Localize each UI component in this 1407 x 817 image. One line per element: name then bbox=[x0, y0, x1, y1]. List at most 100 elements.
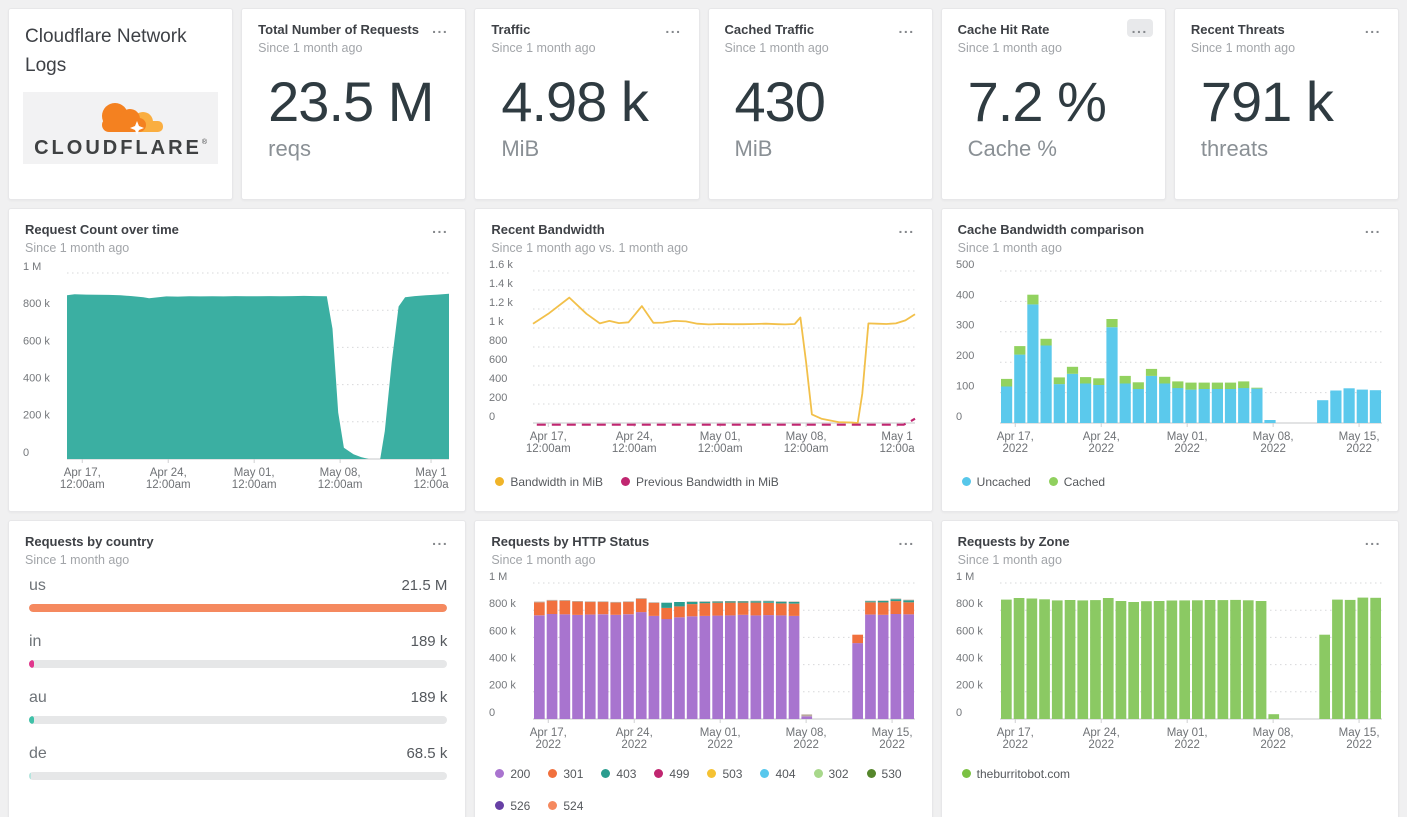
svg-text:600: 600 bbox=[489, 353, 507, 365]
dashboard-title: Cloudflare Network Logs bbox=[25, 26, 187, 76]
svg-text:May 08,: May 08, bbox=[1252, 727, 1293, 739]
stat-unit: threats bbox=[1200, 136, 1269, 162]
legend-color-dot bbox=[961, 477, 971, 487]
panel-subtitle: Since 1 month ago bbox=[25, 240, 130, 255]
svg-text:May 01,: May 01, bbox=[700, 431, 741, 443]
svg-text:Apr 24,: Apr 24, bbox=[616, 431, 653, 443]
panel-menu-icon[interactable]: ... bbox=[1364, 532, 1381, 548]
svg-text:12:00am: 12:00am bbox=[698, 443, 743, 455]
panel-menu-icon[interactable]: ... bbox=[898, 532, 915, 548]
svg-text:1 k: 1 k bbox=[489, 315, 504, 327]
svg-text:May 08,: May 08, bbox=[1252, 431, 1293, 443]
legend-label: 302 bbox=[828, 766, 849, 781]
legend-label: Cached bbox=[1063, 474, 1106, 489]
panel-menu-icon[interactable]: ... bbox=[898, 220, 915, 236]
country-value: 68.5 k bbox=[406, 744, 448, 762]
legend-item[interactable]: 503 bbox=[707, 767, 742, 781]
svg-text:0: 0 bbox=[489, 410, 495, 422]
panel-menu-icon[interactable]: ... bbox=[432, 532, 449, 548]
svg-text:600 k: 600 k bbox=[956, 625, 983, 637]
panel-menu-icon[interactable]: ... bbox=[665, 20, 682, 36]
svg-text:Apr 17,: Apr 17, bbox=[530, 727, 567, 739]
stat-unit: Cache % bbox=[967, 136, 1057, 162]
svg-text:2022: 2022 bbox=[1346, 739, 1372, 751]
country-code: us bbox=[29, 576, 46, 594]
panel-menu-icon[interactable]: ... bbox=[432, 220, 449, 236]
svg-text:2022: 2022 bbox=[794, 739, 820, 751]
svg-text:Apr 17,: Apr 17, bbox=[530, 431, 567, 443]
legend-item[interactable]: 530 bbox=[866, 767, 902, 781]
panel-subtitle: Since 1 month ago bbox=[957, 240, 1062, 255]
cloudflare-cloud-icon bbox=[101, 102, 163, 135]
svg-text:2022: 2022 bbox=[1346, 443, 1372, 455]
svg-text:0: 0 bbox=[956, 706, 962, 718]
stat-value: 7.2 % bbox=[967, 69, 1107, 133]
stat-value: 430 bbox=[734, 69, 826, 133]
svg-text:2022: 2022 bbox=[1260, 443, 1286, 455]
legend-color-dot bbox=[495, 477, 505, 487]
panel-title: Recent Bandwidth bbox=[491, 222, 605, 237]
panel-menu-icon[interactable]: ... bbox=[898, 20, 915, 36]
svg-text:2022: 2022 bbox=[708, 739, 734, 751]
svg-text:200 k: 200 k bbox=[23, 409, 50, 421]
panel-menu-icon[interactable]: ... bbox=[432, 20, 449, 36]
svg-text:800 k: 800 k bbox=[23, 298, 50, 310]
svg-text:2022: 2022 bbox=[1002, 443, 1028, 455]
legend-item[interactable]: 524 bbox=[548, 799, 583, 813]
panel-requests-by-country: Requests by country Since 1 month ago ..… bbox=[8, 520, 467, 817]
legend-item[interactable]: Bandwidth in MiB bbox=[495, 475, 603, 489]
panel-title: Traffic bbox=[491, 22, 531, 37]
svg-text:0: 0 bbox=[489, 706, 495, 718]
legend-item[interactable]: Uncached bbox=[961, 475, 1031, 489]
legend-item[interactable]: 404 bbox=[760, 766, 796, 781]
legend-label: 524 bbox=[563, 798, 584, 813]
panel-subtitle: Since 1 month ago bbox=[25, 552, 130, 567]
svg-text:May 01,: May 01, bbox=[234, 467, 275, 479]
svg-text:12:00am: 12:00am bbox=[526, 443, 571, 455]
legend-item[interactable]: 403 bbox=[601, 767, 636, 781]
legend-label: 404 bbox=[775, 766, 796, 781]
legend-item[interactable]: 301 bbox=[548, 767, 583, 781]
stat-value: 23.5 M bbox=[268, 69, 434, 133]
svg-text:May 08,: May 08, bbox=[786, 727, 827, 739]
panel-subtitle: Since 1 month ago vs. 1 month ago bbox=[491, 240, 688, 255]
panel-menu-icon[interactable]: ... bbox=[1364, 220, 1381, 236]
country-bar-list: us 21.5 M in 189 k au 189 k de 68.5 k bbox=[9, 567, 465, 801]
registered-mark: ® bbox=[201, 138, 208, 146]
panel-subtitle: Since 1 month ago bbox=[1190, 40, 1296, 55]
svg-text:1 M: 1 M bbox=[956, 571, 974, 583]
legend-color-dot bbox=[961, 769, 971, 779]
panel-title: Cache Hit Rate bbox=[957, 22, 1050, 37]
chart-legend: 200 301 403 499 503 404 302 530 526 524 bbox=[495, 767, 931, 813]
legend-item[interactable]: theburritobot.com bbox=[961, 767, 1070, 781]
svg-text:600 k: 600 k bbox=[489, 625, 516, 637]
country-row: au 189 k bbox=[29, 689, 448, 724]
legend-item[interactable]: 499 bbox=[654, 767, 689, 781]
panel-title: Total Number of Requests bbox=[258, 22, 419, 37]
svg-text:800 k: 800 k bbox=[489, 598, 516, 610]
svg-text:May 01,: May 01, bbox=[700, 727, 741, 739]
cloudflare-wordmark: CLOUDFLARE bbox=[34, 136, 202, 159]
panel-menu-icon[interactable]: ... bbox=[1364, 20, 1381, 36]
stat-unit: MiB bbox=[734, 136, 773, 162]
svg-text:400 k: 400 k bbox=[489, 652, 516, 664]
legend-item[interactable]: 302 bbox=[813, 766, 849, 781]
svg-text:1.4 k: 1.4 k bbox=[489, 277, 513, 289]
stat-unit: MiB bbox=[501, 136, 540, 162]
legend-item[interactable]: Cached bbox=[1048, 474, 1106, 489]
svg-text:400: 400 bbox=[956, 289, 974, 301]
panel-title: Cache Bandwidth comparison bbox=[957, 222, 1145, 237]
svg-text:0: 0 bbox=[956, 410, 962, 422]
legend-item[interactable]: 526 bbox=[495, 799, 530, 813]
legend-color-dot bbox=[760, 769, 770, 779]
legend-item[interactable]: 200 bbox=[495, 767, 530, 781]
country-bar-track bbox=[29, 771, 448, 780]
panel-menu-icon[interactable]: ... bbox=[1126, 19, 1153, 37]
country-value: 21.5 M bbox=[401, 576, 448, 594]
legend-item[interactable]: Previous Bandwidth in MiB bbox=[621, 475, 779, 489]
